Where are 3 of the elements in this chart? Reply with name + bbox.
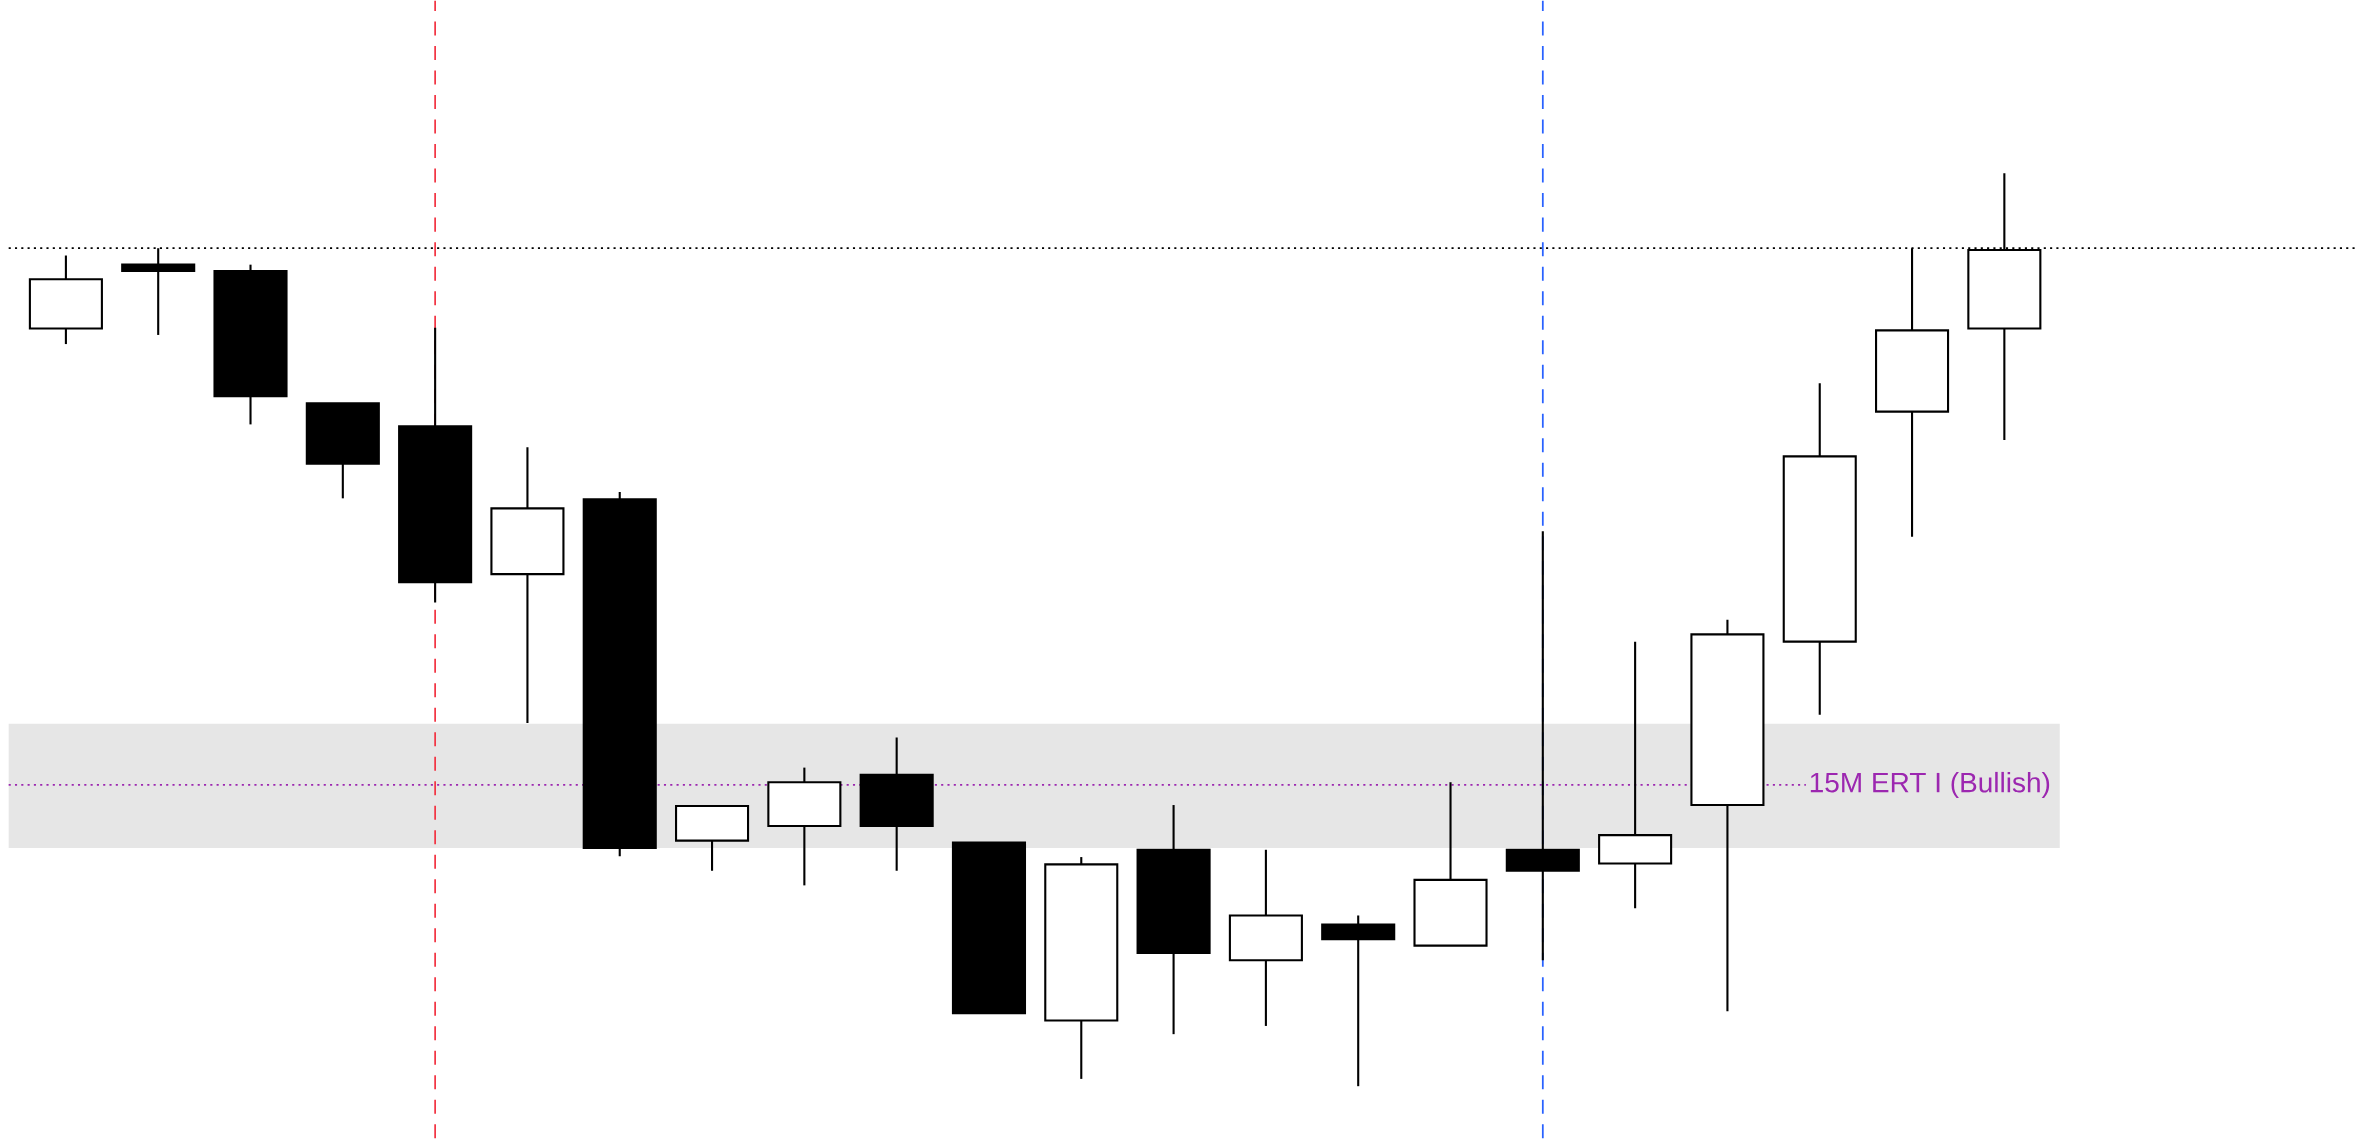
ref-line-label: 15M ERT I (Bullish) (1810, 771, 2050, 798)
candlestick (1321, 914, 1396, 1088)
candlestick (1598, 640, 1673, 910)
